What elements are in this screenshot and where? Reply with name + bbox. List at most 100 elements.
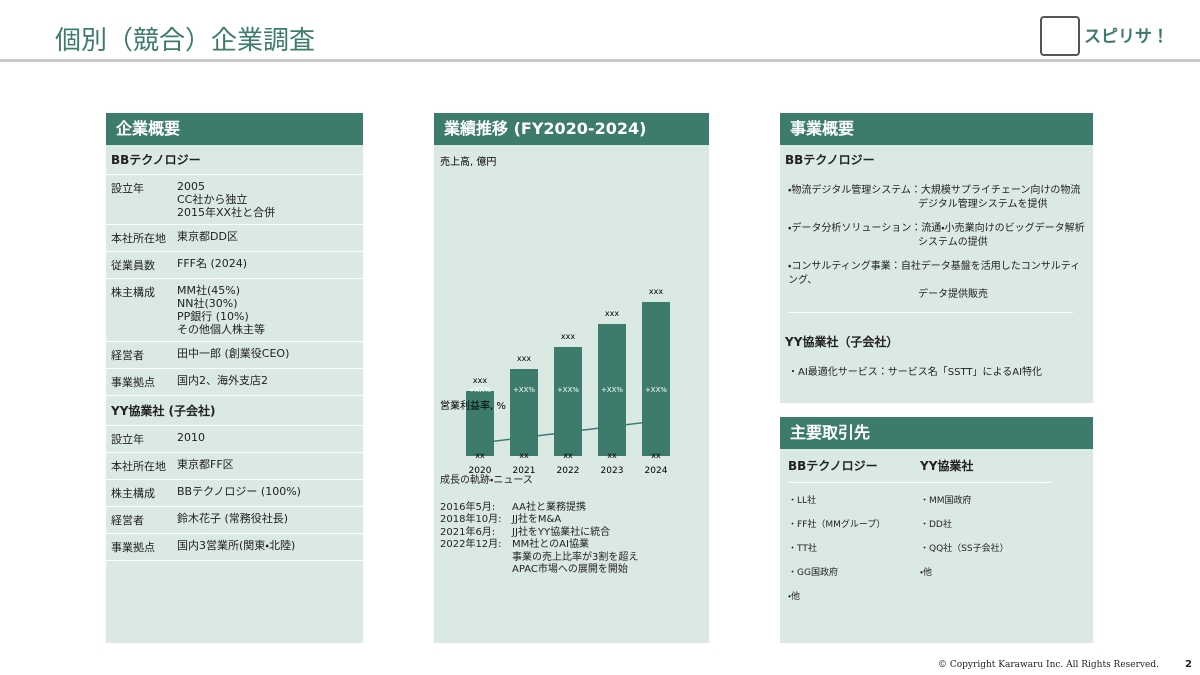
point [476,439,484,447]
item-head: ・AI最適化サービス： [788,367,888,378]
client-item: ・QQ社（SS子会社） [920,544,1009,554]
value-label: xxx [561,332,575,341]
row-value: 鈴木花子 (常務役社長) [169,512,288,528]
page-number: 2 [1185,659,1192,670]
point [608,423,616,430]
info-row: 従業員数 FFF名 (2024) [106,252,363,279]
news-title: 成長の軌跡・ニュース [440,475,533,486]
client-item: ・DD社 [920,520,952,530]
row-label: 事業拠点 [111,376,155,389]
point [520,434,528,441]
row-value: MM社(45%) NN社(30%) PP銀行 (10%) その他個人株主等 [169,284,265,336]
row-value: 東京都FF区 [169,458,234,474]
row-value: 国内2、海外支店2 [169,374,268,390]
x-tick-label: 2020 [469,466,492,476]
client-item: ・FF社（MMグループ） [788,520,886,530]
row-line: CC社から独立 [177,193,248,206]
bar [510,369,538,456]
value-label: xxx [605,309,619,318]
row-label: 本社所在地 [111,460,166,473]
row-line: 国内2、海外支店2 [177,374,268,387]
company-name: YY協業社（子会社） [785,335,899,349]
news-date: 2021年6月: [440,526,496,538]
row-value: 国内3営業所(関東・北陸) [169,539,295,555]
client-item: ・LL社 [788,496,817,506]
growth-label: +XX% [513,386,535,394]
row-label: 事業拠点 [111,541,155,554]
x-tick-label: 2024 [645,466,668,476]
business-item: ・物流デジタル管理システム：大規模サプライチェーン向けの物流 デジタル管理システム… [788,184,1085,212]
column-name: BBテクノロジー [788,457,920,483]
row-label: 株主構成 [111,487,155,500]
row-value: FFF名 (2024) [169,257,247,273]
row-label: 設立年 [111,182,144,195]
row-value: 2005 CC社から独立 2015年XX社と合併 [169,180,275,219]
growth-label: +XX% [469,386,491,394]
row-line: 2010 [177,431,205,444]
info-row: 本社所在地 東京都DD区 [106,225,363,252]
news-text: MM社とのAI協業 事業の売上比率が3割を超え APAC市場への展開を開始 [512,539,638,577]
news-item: 2022年12月: MM社とのAI協業 事業の売上比率が3割を超え APAC市場への展… [440,539,638,577]
row-line: NN社(30%) [177,297,238,310]
business-item: ・コンサルティング事業：自社データ基盤を活用したコンサルティング、 データ提供販売 [788,260,1085,302]
item-line: システムの提供 [918,237,988,248]
info-row: 事業拠点 国内3営業所(関東・北陸) [106,534,363,561]
news-item: 2016年5月: AA社と業務提携 [440,502,638,515]
news-item: 2021年6月: JJ社をYY協業社に統合 [440,527,638,540]
row-line: 2005 [177,180,205,193]
info-row: 設立年 2010 [106,426,363,453]
logo-text: スピリサ！ [1084,27,1169,47]
item-line: 流通・小売業向けのビッグデータ解析 [921,223,1085,234]
column-name: YY協業社 [920,457,1052,483]
news-text: JJ社をYY協業社に統合 [512,527,610,540]
bar [554,347,582,456]
row-value: 東京都DD区 [169,230,238,246]
item-line: 自社データ基盤を活用したコンサルティング、 [788,261,1081,286]
row-line: 東京都DD区 [177,230,238,243]
row-label: 株主構成 [111,286,155,299]
item-line: 大規模サプライチェーン向けの物流 [920,185,1081,196]
client-columns: BBテクノロジー ・LL社 ・FF社（MMグループ） ・TT社 ・GG国政府 ・他 YY協業… [780,449,1093,617]
panel-header: 主要取引先 [780,417,1093,449]
news-date: 2016年5月: [440,501,496,513]
news-item: 2018年10月: JJ社をM&A [440,514,638,527]
row-line: 国内3営業所(関東・北陸) [177,539,296,552]
panel-header: 事業概要 [780,113,1093,145]
row-line: MM社(45%) [177,284,241,297]
row-value: 田中一郎 (創業役CEO) [169,347,289,363]
news-line: AA社と業務提携 [512,501,586,513]
business-item: ・AI最適化サービス：サービス名「SSTT」によるAI特化 [788,366,1085,380]
company-name: BBテクノロジー [106,145,363,175]
item-line: デジタル管理システムを提供 [918,199,1048,210]
row-line: 東京都FF区 [177,458,234,471]
row-label: 経営者 [111,514,144,527]
value-label: xx [519,451,529,460]
row-label: 従業員数 [111,259,155,272]
growth-label: +XX% [557,386,579,394]
row-line: FFF名 (2024) [177,257,248,270]
value-label: xx [607,451,617,460]
item-head: ・コンサルティング事業： [788,261,901,272]
item-head: ・データ分析ソリューション： [788,223,922,234]
client-item: ・他 [920,568,933,578]
divider [788,312,1073,313]
news-date: 2022年12月: [440,539,502,550]
client-item: ・MM国政府 [920,496,972,506]
info-row: 株主構成 BBテクノロジー (100%) [106,480,363,507]
row-line: その他個人株主等 [177,323,265,336]
item-head: ・物流デジタル管理システム： [788,185,921,196]
value-label: xx [651,451,661,460]
client-column: BBテクノロジー ・LL社 ・FF社（MMグループ） ・TT社 ・GG国政府 ・他 [788,457,920,609]
row-line: 2015年XX社と合併 [177,206,276,219]
point [564,428,572,436]
header-rule [0,59,1200,62]
company-name: BBテクノロジー [785,153,875,167]
x-tick-label: 2021 [513,466,536,476]
x-tick-label: 2022 [557,466,580,476]
row-label: 設立年 [111,433,144,446]
panel-header: 企業概要 [106,113,363,145]
info-row: 事業拠点 国内2、海外支店2 [106,369,363,396]
point [652,417,660,425]
row-line: 鈴木花子 (常務役社長) [177,512,289,525]
